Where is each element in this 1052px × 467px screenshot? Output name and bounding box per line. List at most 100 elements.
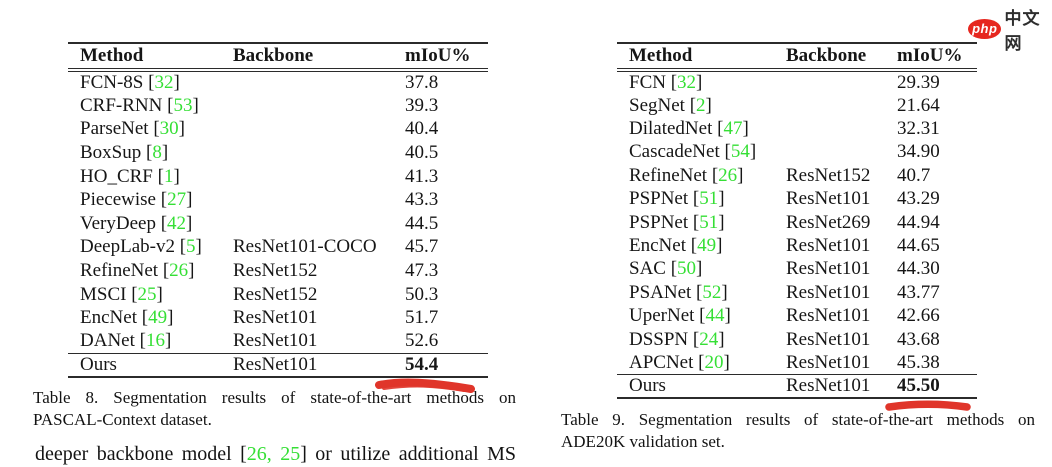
citation-ref: 49 — [697, 235, 717, 257]
method-cell: FCN-8S [32] — [80, 72, 180, 93]
table-row: PSPNet [51] ResNet101 43.29 — [617, 188, 977, 211]
method-cell: PSANet [52] — [629, 281, 728, 303]
backbone-cell — [233, 94, 405, 118]
table-row: APCNet [20] ResNet101 45.38 — [617, 351, 977, 374]
miou-cell: 45.7 — [405, 236, 439, 258]
table-row: VeryDeep [42] 44.5 — [68, 212, 488, 236]
miou-cell: 37.8 — [405, 72, 439, 93]
body-text-prefix: deeper backbone model [ — [35, 443, 247, 465]
miou-cell: 45.50 — [897, 374, 977, 399]
miou-cell: 44.5 — [405, 212, 439, 234]
backbone-cell: ResNet269 — [786, 211, 871, 233]
miou-cell: 44.65 — [897, 235, 940, 257]
method-cell: MSCI [25] — [80, 283, 163, 305]
citation-ref: 44 — [705, 305, 725, 327]
method-cell: HO_CRF [1] — [80, 165, 180, 187]
miou-cell: 42.66 — [897, 305, 940, 327]
table-row: DeepLab-v2 [5] ResNet101-COCO 45.7 — [68, 236, 488, 260]
method-cell: RefineNet [26] — [80, 259, 195, 281]
backbone-cell — [233, 212, 405, 236]
method-cell: PSPNet [51] — [629, 188, 725, 210]
method-cell: FCN [32] — [629, 72, 703, 93]
citation-ref: 52 — [702, 281, 722, 303]
backbone-cell: ResNet101 — [786, 328, 871, 350]
citation-ref: 53 — [173, 94, 193, 116]
method-cell: SAC [50] — [629, 258, 703, 280]
miou-cell: 44.30 — [897, 258, 940, 280]
citation-ref: 27 — [167, 189, 187, 211]
method-cell: ParseNet [30] — [80, 118, 185, 140]
citation-ref: 1 — [163, 165, 174, 187]
table-row: Ours ResNet101 54.4 — [68, 353, 488, 378]
column-header-miou: mIoU% — [897, 43, 977, 72]
miou-cell: 52.6 — [405, 330, 439, 352]
backbone-cell — [233, 141, 405, 165]
citation-ref: 49 — [148, 307, 168, 329]
miou-cell: 44.94 — [897, 211, 940, 233]
miou-cell: 43.77 — [897, 281, 940, 303]
backbone-cell — [233, 70, 405, 94]
table-header-row: Method Backbone mIoU% — [617, 43, 977, 72]
method-cell: BoxSup [8] — [80, 141, 169, 163]
citation-ref: 16 — [145, 330, 165, 352]
citation-ref: 26 — [169, 259, 189, 281]
citation-ref: 32 — [677, 72, 697, 93]
miou-cell: 39.3 — [405, 94, 439, 116]
miou-cell: 29.39 — [897, 72, 940, 93]
table-row: EncNet [49] ResNet101 51.7 — [68, 306, 488, 330]
backbone-cell: ResNet101 — [233, 353, 405, 378]
table-row: Ours ResNet101 45.50 — [617, 374, 977, 399]
backbone-cell: ResNet101 — [786, 235, 871, 257]
backbone-cell: ResNet101 — [786, 305, 871, 327]
php-logo-icon: php — [968, 19, 1002, 39]
table-header-row: Method Backbone mIoU% — [68, 43, 488, 72]
backbone-cell: ResNet101 — [786, 374, 897, 399]
backbone-cell: ResNet101 — [786, 258, 871, 280]
citation-ref: 32 — [154, 72, 174, 93]
citation-ref: 54 — [730, 141, 750, 163]
method-cell: Piecewise [27] — [80, 189, 193, 211]
method-cell: APCNet [20] — [629, 351, 730, 373]
method-cell: EncNet [49] — [629, 235, 723, 257]
miou-cell: 41.3 — [405, 165, 439, 187]
site-logo: php 中文网 — [968, 4, 1052, 54]
table-row: HO_CRF [1] 41.3 — [68, 165, 488, 189]
backbone-cell: ResNet152 — [233, 259, 318, 281]
method-cell: DANet [16] — [80, 330, 172, 352]
backbone-cell — [786, 141, 897, 164]
backbone-cell: ResNet101-COCO — [233, 236, 377, 258]
method-cell: DSSPN [24] — [629, 328, 725, 350]
caption-line: Table 8. Segmentation results of state-o… — [33, 388, 516, 407]
table-row: CascadeNet [54] 34.90 — [617, 141, 977, 164]
citation-ref: 50 — [677, 258, 697, 280]
citation-ref: 47 — [723, 118, 743, 140]
table-8-body: FCN-8S [32] 37.8 CRF-RNN [53] 39.3 ParseNet … — [68, 70, 488, 378]
table-row: CRF-RNN [53] 39.3 — [68, 94, 488, 118]
backbone-cell: ResNet101 — [233, 307, 318, 329]
caption-line: Table 9. Segmentation results of state-o… — [561, 410, 1035, 429]
miou-cell: 47.3 — [405, 259, 439, 281]
backbone-cell: ResNet101 — [786, 281, 871, 303]
backbone-cell: ResNet101 — [786, 351, 871, 373]
column-header-method: Method — [617, 43, 786, 72]
table-8-caption: Table 8. Segmentation results of state-o… — [33, 387, 516, 430]
table-row: PSANet [52] ResNet101 43.77 — [617, 281, 977, 304]
table-row: RefineNet [26] ResNet152 40.7 — [617, 164, 977, 187]
table-8: Method Backbone mIoU% FCN-8S [32] 37.8 CRF… — [68, 42, 488, 379]
method-cell: Ours — [617, 374, 786, 399]
citation-ref: 51 — [699, 188, 719, 210]
table-row: RefineNet [26] ResNet152 47.3 — [68, 259, 488, 283]
miou-cell: 54.4 — [405, 353, 488, 378]
miou-cell: 43.68 — [897, 328, 940, 350]
logo-chinese-text: 中文网 — [1004, 9, 1041, 53]
citation-ref: 20 — [704, 351, 724, 373]
backbone-cell — [233, 188, 405, 212]
column-header-backbone: Backbone — [786, 43, 897, 72]
table-row: FCN-8S [32] 37.8 — [68, 70, 488, 94]
table-row: FCN [32] 29.39 — [617, 70, 977, 94]
column-header-miou: mIoU% — [405, 43, 488, 72]
table-row: ParseNet [30] 40.4 — [68, 118, 488, 142]
citation-ref: 8 — [152, 141, 162, 163]
body-text-suffix: ] or utilize additional MS — [300, 443, 517, 465]
table-9-caption: Table 9. Segmentation results of state-o… — [561, 409, 1035, 452]
